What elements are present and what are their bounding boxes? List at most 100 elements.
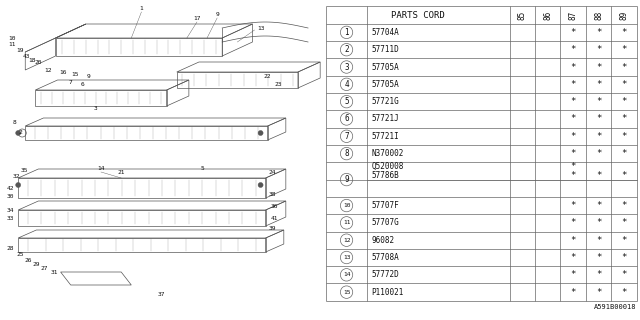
Text: *: * [596, 80, 602, 89]
Text: *: * [570, 236, 576, 245]
Text: 42: 42 [6, 186, 14, 190]
Text: 12: 12 [45, 68, 52, 73]
Text: 35: 35 [20, 167, 28, 172]
Text: 14: 14 [97, 165, 105, 171]
Text: 4: 4 [344, 80, 349, 89]
Text: 57708A: 57708A [371, 253, 399, 262]
Text: 18: 18 [29, 58, 36, 62]
Text: *: * [621, 218, 627, 228]
Text: 33: 33 [6, 215, 14, 220]
Text: 24: 24 [269, 170, 276, 174]
Text: 43: 43 [22, 53, 30, 59]
Text: *: * [596, 171, 602, 180]
Text: 10: 10 [8, 36, 16, 41]
Text: 15: 15 [71, 73, 79, 77]
Text: *: * [621, 149, 627, 158]
Text: 17: 17 [193, 15, 201, 20]
Text: 1: 1 [344, 28, 349, 37]
Text: 37: 37 [158, 292, 165, 298]
Text: 9: 9 [344, 175, 349, 184]
Text: *: * [621, 201, 627, 210]
Text: 11: 11 [343, 220, 350, 225]
Text: A591B00018: A591B00018 [595, 304, 637, 310]
Text: 32: 32 [12, 174, 20, 180]
Text: *: * [570, 162, 576, 171]
Text: *: * [570, 253, 576, 262]
Text: 9: 9 [87, 74, 91, 78]
Text: *: * [570, 28, 576, 37]
Text: *: * [621, 171, 627, 180]
Text: 6: 6 [344, 115, 349, 124]
Text: *: * [570, 97, 576, 106]
Text: *: * [596, 62, 602, 71]
Text: *: * [570, 149, 576, 158]
Text: 22: 22 [264, 74, 271, 78]
Text: *: * [570, 62, 576, 71]
Text: *: * [570, 218, 576, 228]
Text: 88: 88 [594, 11, 603, 20]
Text: *: * [596, 45, 602, 54]
Text: 19: 19 [17, 47, 24, 52]
Text: 38: 38 [269, 193, 276, 197]
Text: *: * [596, 201, 602, 210]
Text: 57721J: 57721J [371, 115, 399, 124]
Text: *: * [621, 270, 627, 279]
Text: 57705A: 57705A [371, 62, 399, 71]
Text: 7: 7 [344, 132, 349, 141]
Text: 8: 8 [344, 149, 349, 158]
Circle shape [15, 182, 20, 188]
Text: 89: 89 [620, 11, 628, 20]
Text: 57707G: 57707G [371, 218, 399, 228]
Text: *: * [570, 288, 576, 297]
Text: 23: 23 [274, 82, 282, 86]
Text: 30: 30 [6, 194, 14, 198]
Text: 6: 6 [81, 82, 84, 86]
Text: PARTS CORD: PARTS CORD [391, 11, 445, 20]
Text: 57711D: 57711D [371, 45, 399, 54]
Text: *: * [596, 270, 602, 279]
Text: *: * [621, 132, 627, 141]
Text: *: * [596, 218, 602, 228]
Text: 16: 16 [59, 70, 67, 76]
Text: *: * [621, 253, 627, 262]
Text: 8: 8 [12, 119, 16, 124]
Text: 28: 28 [6, 245, 14, 251]
Text: *: * [570, 270, 576, 279]
Text: 96082: 96082 [371, 236, 395, 245]
Text: *: * [596, 97, 602, 106]
Text: *: * [621, 115, 627, 124]
Text: *: * [596, 253, 602, 262]
Text: *: * [596, 132, 602, 141]
Text: 10: 10 [343, 203, 350, 208]
Text: *: * [621, 80, 627, 89]
Text: *: * [596, 236, 602, 245]
Text: *: * [621, 45, 627, 54]
Text: *: * [570, 132, 576, 141]
Text: P110021: P110021 [371, 288, 404, 297]
Text: 29: 29 [33, 261, 40, 267]
Text: 86: 86 [543, 11, 552, 20]
Text: 5: 5 [200, 165, 204, 171]
Text: 57772D: 57772D [371, 270, 399, 279]
Text: 2: 2 [19, 130, 22, 134]
Text: *: * [570, 171, 576, 180]
Text: 34: 34 [6, 207, 14, 212]
Text: 3: 3 [344, 62, 349, 71]
Text: 57721I: 57721I [371, 132, 399, 141]
Text: 20: 20 [35, 60, 42, 66]
Text: 1: 1 [140, 5, 143, 11]
Text: *: * [596, 115, 602, 124]
Text: *: * [621, 288, 627, 297]
Text: 15: 15 [343, 290, 350, 295]
Text: 57786B: 57786B [371, 171, 399, 180]
Text: 3: 3 [94, 106, 98, 110]
Text: 57707F: 57707F [371, 201, 399, 210]
Text: *: * [621, 236, 627, 245]
Text: 25: 25 [17, 252, 24, 258]
Text: 2: 2 [344, 45, 349, 54]
Text: 85: 85 [518, 11, 527, 20]
Text: *: * [570, 45, 576, 54]
Text: *: * [596, 28, 602, 37]
Text: 57704A: 57704A [371, 28, 399, 37]
Text: Q520008: Q520008 [371, 162, 404, 171]
